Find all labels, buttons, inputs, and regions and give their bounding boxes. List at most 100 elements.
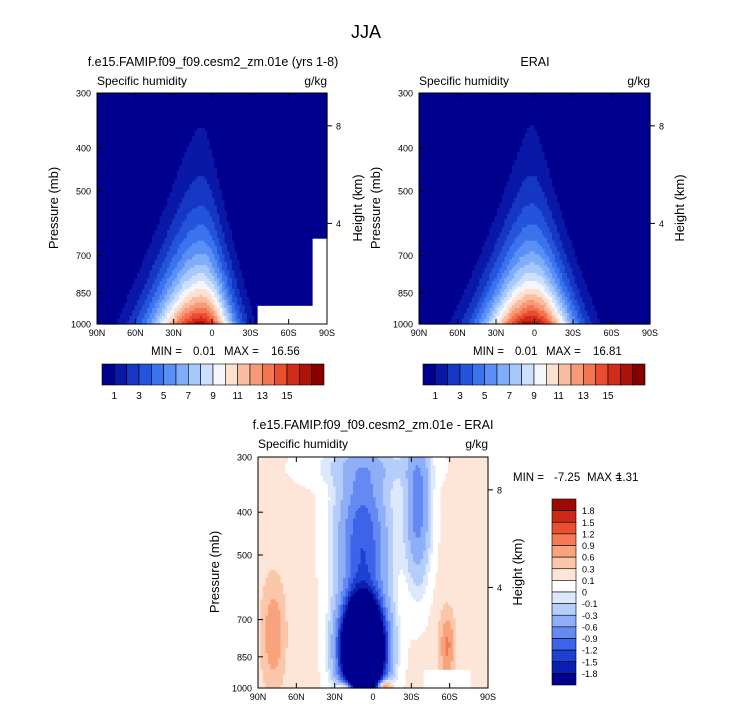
contour-cell: [182, 95, 186, 99]
contour-cell: [169, 181, 173, 185]
contour-cell: [134, 125, 138, 129]
contour-cell: [282, 103, 286, 108]
contour-cell: [117, 141, 121, 145]
contour-cell: [187, 95, 191, 99]
contour-cell: [202, 144, 206, 148]
contour-cell: [174, 168, 178, 172]
contour-cell: [122, 141, 126, 145]
contour-cell: [132, 152, 136, 156]
contour-cell: [287, 170, 291, 175]
contour-cell: [297, 157, 301, 161]
contour-cell: [277, 154, 281, 159]
contour-cell: [299, 127, 303, 132]
contour-cell: [282, 106, 286, 110]
contour-cell: [119, 138, 123, 142]
contour-cell: [299, 144, 303, 148]
contour-cell: [212, 146, 216, 151]
contour-cell: [232, 192, 236, 196]
contour-cell: [144, 157, 148, 161]
contour-cell: [322, 93, 326, 97]
contour-cell: [172, 135, 176, 140]
contour-cell: [217, 114, 221, 118]
contour-cell: [122, 192, 126, 196]
contour-cell: [312, 95, 316, 99]
contour-cell: [244, 98, 248, 102]
contour-cell: [269, 95, 273, 99]
contour-cell: [97, 103, 101, 108]
contour-cell: [104, 181, 108, 185]
contour-cell: [254, 184, 258, 188]
contour-cell: [284, 176, 288, 180]
contour-cell: [224, 144, 228, 148]
contour-cell: [197, 141, 201, 145]
contour-cell: [319, 176, 323, 180]
contour-cell: [139, 119, 143, 124]
contour-cell: [279, 165, 283, 169]
contour-cell: [177, 133, 181, 137]
contour-cell: [237, 125, 241, 129]
contour-cell: [142, 111, 146, 116]
contour-cell: [177, 114, 181, 118]
contour-cell: [137, 98, 141, 102]
contour-cell: [272, 149, 276, 153]
contour-cell: [214, 127, 218, 132]
contour-cell: [317, 173, 321, 177]
contour-cell: [312, 103, 316, 108]
contour-cell: [99, 114, 103, 118]
contour-cell: [287, 98, 291, 102]
contour-cell: [104, 133, 108, 137]
contour-cell: [234, 192, 238, 196]
contour-cell: [179, 170, 183, 175]
contour-cell: [172, 98, 176, 102]
contour-cell: [272, 187, 276, 191]
contour-cell: [214, 154, 218, 159]
contour-cell: [102, 187, 106, 191]
contour-cell: [204, 114, 208, 118]
contour-cell: [164, 154, 168, 159]
contour-cell: [242, 160, 246, 164]
contour-cell: [247, 98, 251, 102]
contour-cell: [222, 130, 226, 134]
contour-cell: [197, 109, 201, 113]
contour-cell: [187, 168, 191, 172]
contour-cell: [317, 93, 321, 97]
contour-cell: [157, 162, 161, 167]
contour-cell: [277, 122, 281, 126]
contour-cell: [287, 165, 291, 169]
contour-cell: [187, 122, 191, 126]
contour-cell: [129, 178, 133, 183]
contour-cell: [292, 195, 296, 199]
contour-cell: [154, 103, 158, 108]
contour-cell: [247, 184, 251, 188]
contour-cell: [227, 127, 231, 132]
contour-cell: [269, 93, 273, 97]
contour-cell: [127, 189, 131, 193]
contour-cell: [289, 95, 293, 99]
contour-cell: [259, 176, 263, 180]
contour-cell: [199, 160, 203, 164]
contour-cell: [139, 109, 143, 113]
contour-cell: [174, 130, 178, 134]
contour-cell: [302, 184, 306, 188]
contour-cell: [142, 165, 146, 169]
contour-cell: [212, 111, 216, 116]
contour-cell: [324, 106, 328, 110]
contour-cell: [187, 103, 191, 108]
contour-cell: [157, 122, 161, 126]
contour-cell: [187, 195, 191, 199]
contour-cell: [317, 133, 321, 137]
contour-cell: [274, 95, 278, 99]
contour-cell: [172, 168, 176, 172]
contour-cell: [117, 195, 121, 199]
contour-cell: [289, 144, 293, 148]
contour-cell: [202, 189, 206, 193]
contour-cell: [132, 168, 136, 172]
contour-cell: [112, 141, 116, 145]
contour-cell: [119, 109, 123, 113]
contour-cell: [262, 114, 266, 118]
contour-cell: [129, 133, 133, 137]
contour-cell: [252, 93, 256, 97]
contour-cell: [182, 98, 186, 102]
contour-cell: [219, 165, 223, 169]
contour-cell: [164, 168, 168, 172]
